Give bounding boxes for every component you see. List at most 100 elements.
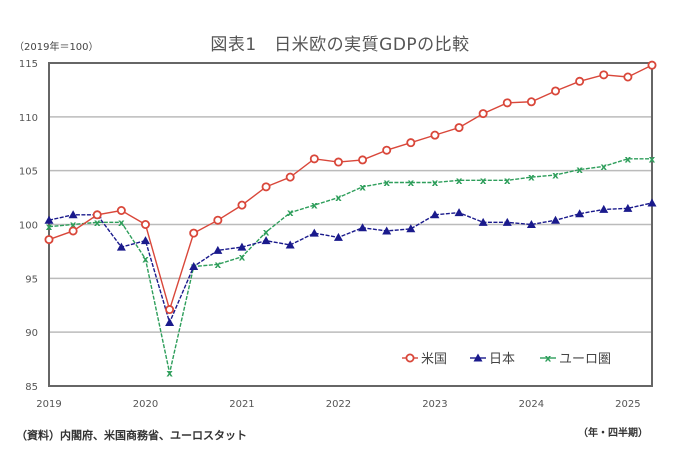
- data-point-circle: [647, 60, 657, 70]
- data-point-circle: [68, 226, 78, 236]
- legend-item: 米国: [402, 352, 447, 367]
- data-point-circle: [575, 76, 585, 86]
- data-point-x: x: [504, 176, 511, 187]
- data-point-triangle: [473, 353, 483, 362]
- series-us: [44, 60, 657, 315]
- data-point-circle: [478, 109, 488, 119]
- data-point-circle: [502, 98, 512, 108]
- chart-title: 図表1 日米欧の実質GDPの比較: [210, 35, 470, 55]
- data-point-x: x: [335, 193, 342, 204]
- data-point-triangle: [333, 232, 343, 241]
- data-point-triangle: [165, 317, 175, 326]
- data-point-triangle: [116, 242, 126, 251]
- data-point-triangle: [551, 215, 561, 224]
- data-point-x: x: [625, 154, 632, 165]
- data-point-x: x: [576, 165, 583, 176]
- legend-item: x ユーロ圏: [540, 352, 611, 367]
- y-axis-unit-label: （2019年＝100）: [14, 42, 99, 53]
- data-point-triangle: [478, 217, 488, 226]
- x-tick-label: 2020: [133, 399, 158, 410]
- data-point-circle: [237, 200, 247, 210]
- legend: 米国 日本 x ユーロ圏: [402, 352, 611, 367]
- data-point-x: x: [46, 222, 53, 233]
- data-point-circle: [261, 182, 271, 192]
- data-point-circle: [285, 172, 295, 182]
- data-point-triangle: [406, 224, 416, 233]
- data-point-circle: [599, 70, 609, 80]
- data-point-circle: [189, 228, 199, 238]
- data-point-triangle: [213, 245, 223, 254]
- series-japan: [44, 198, 657, 326]
- y-tick-label: 95: [25, 274, 38, 285]
- data-point-triangle: [647, 198, 657, 207]
- y-tick-label: 105: [19, 167, 38, 178]
- y-tick-label: 115: [19, 59, 38, 70]
- data-point-triangle: [526, 220, 536, 228]
- legend-label: 米国: [421, 352, 447, 367]
- plot-frame: [48, 62, 653, 387]
- data-point-triangle: [285, 240, 295, 249]
- data-point-triangle: [430, 210, 440, 219]
- data-point-circle: [551, 86, 561, 96]
- x-tick-label: 2025: [615, 399, 640, 410]
- data-point-circle: [405, 353, 415, 363]
- y-axis-ticks: 85 90 95 100 105 110 115: [19, 59, 38, 393]
- data-point-x: x: [528, 173, 535, 184]
- data-point-triangle: [358, 223, 368, 232]
- data-point-triangle: [237, 242, 247, 251]
- x-tick-label: 2019: [36, 399, 61, 410]
- data-point-triangle: [68, 210, 78, 219]
- data-point-circle: [309, 154, 319, 164]
- data-point-circle: [92, 210, 102, 220]
- data-point-circle: [213, 215, 223, 225]
- legend-label: 日本: [489, 352, 515, 367]
- x-tick-label: 2022: [326, 399, 351, 410]
- data-point-x: x: [311, 201, 318, 212]
- data-point-x: x: [649, 154, 656, 165]
- data-point-x: x: [383, 178, 390, 189]
- data-point-circle: [430, 130, 440, 140]
- data-point-x: x: [408, 178, 415, 189]
- data-point-triangle: [502, 217, 512, 226]
- data-point-x: x: [480, 176, 487, 187]
- data-point-x: x: [70, 220, 77, 231]
- series-line: [48, 158, 652, 374]
- data-point-triangle: [623, 203, 633, 212]
- data-point-x: x: [601, 162, 608, 173]
- data-point-circle: [454, 123, 464, 133]
- x-axis-period-label: （年・四半期）: [578, 428, 648, 439]
- legend-label: ユーロ圏: [559, 352, 611, 367]
- data-point-triangle: [189, 261, 199, 270]
- data-point-circle: [406, 138, 416, 148]
- data-point-circle: [526, 97, 536, 107]
- series-line: [48, 202, 653, 325]
- data-point-x: x: [432, 178, 439, 189]
- data-point-x: x: [142, 254, 149, 265]
- data-point-circle: [333, 157, 343, 167]
- data-point-circle: [44, 235, 54, 245]
- data-point-triangle: [44, 215, 54, 224]
- source-note: （資料）内閣府、米国商務省、ユーロスタット: [16, 429, 247, 442]
- data-point-x: x: [263, 228, 270, 239]
- data-point-circle: [116, 206, 126, 216]
- data-point-x: x: [166, 369, 173, 380]
- data-point-triangle: [382, 226, 392, 235]
- x-tick-label: 2024: [519, 399, 544, 410]
- data-point-triangle: [454, 208, 464, 217]
- data-point-triangle: [309, 228, 319, 237]
- y-tick-label: 85: [25, 382, 38, 393]
- data-point-x: x: [215, 260, 222, 271]
- data-point-circle: [382, 145, 392, 155]
- data-point-circle: [165, 305, 175, 315]
- y-tick-label: 110: [19, 113, 38, 124]
- data-point-x: x: [239, 252, 246, 263]
- data-point-x: x: [94, 218, 101, 229]
- data-point-x: x: [287, 208, 294, 219]
- data-point-triangle: [599, 204, 609, 213]
- y-tick-label: 90: [25, 328, 38, 339]
- data-point-triangle: [140, 236, 150, 245]
- data-point-circle: [140, 219, 150, 229]
- gridlines: [49, 116, 652, 333]
- x-axis-ticks: 2019 2020 2021 2022 2023 2024 2025: [36, 399, 640, 410]
